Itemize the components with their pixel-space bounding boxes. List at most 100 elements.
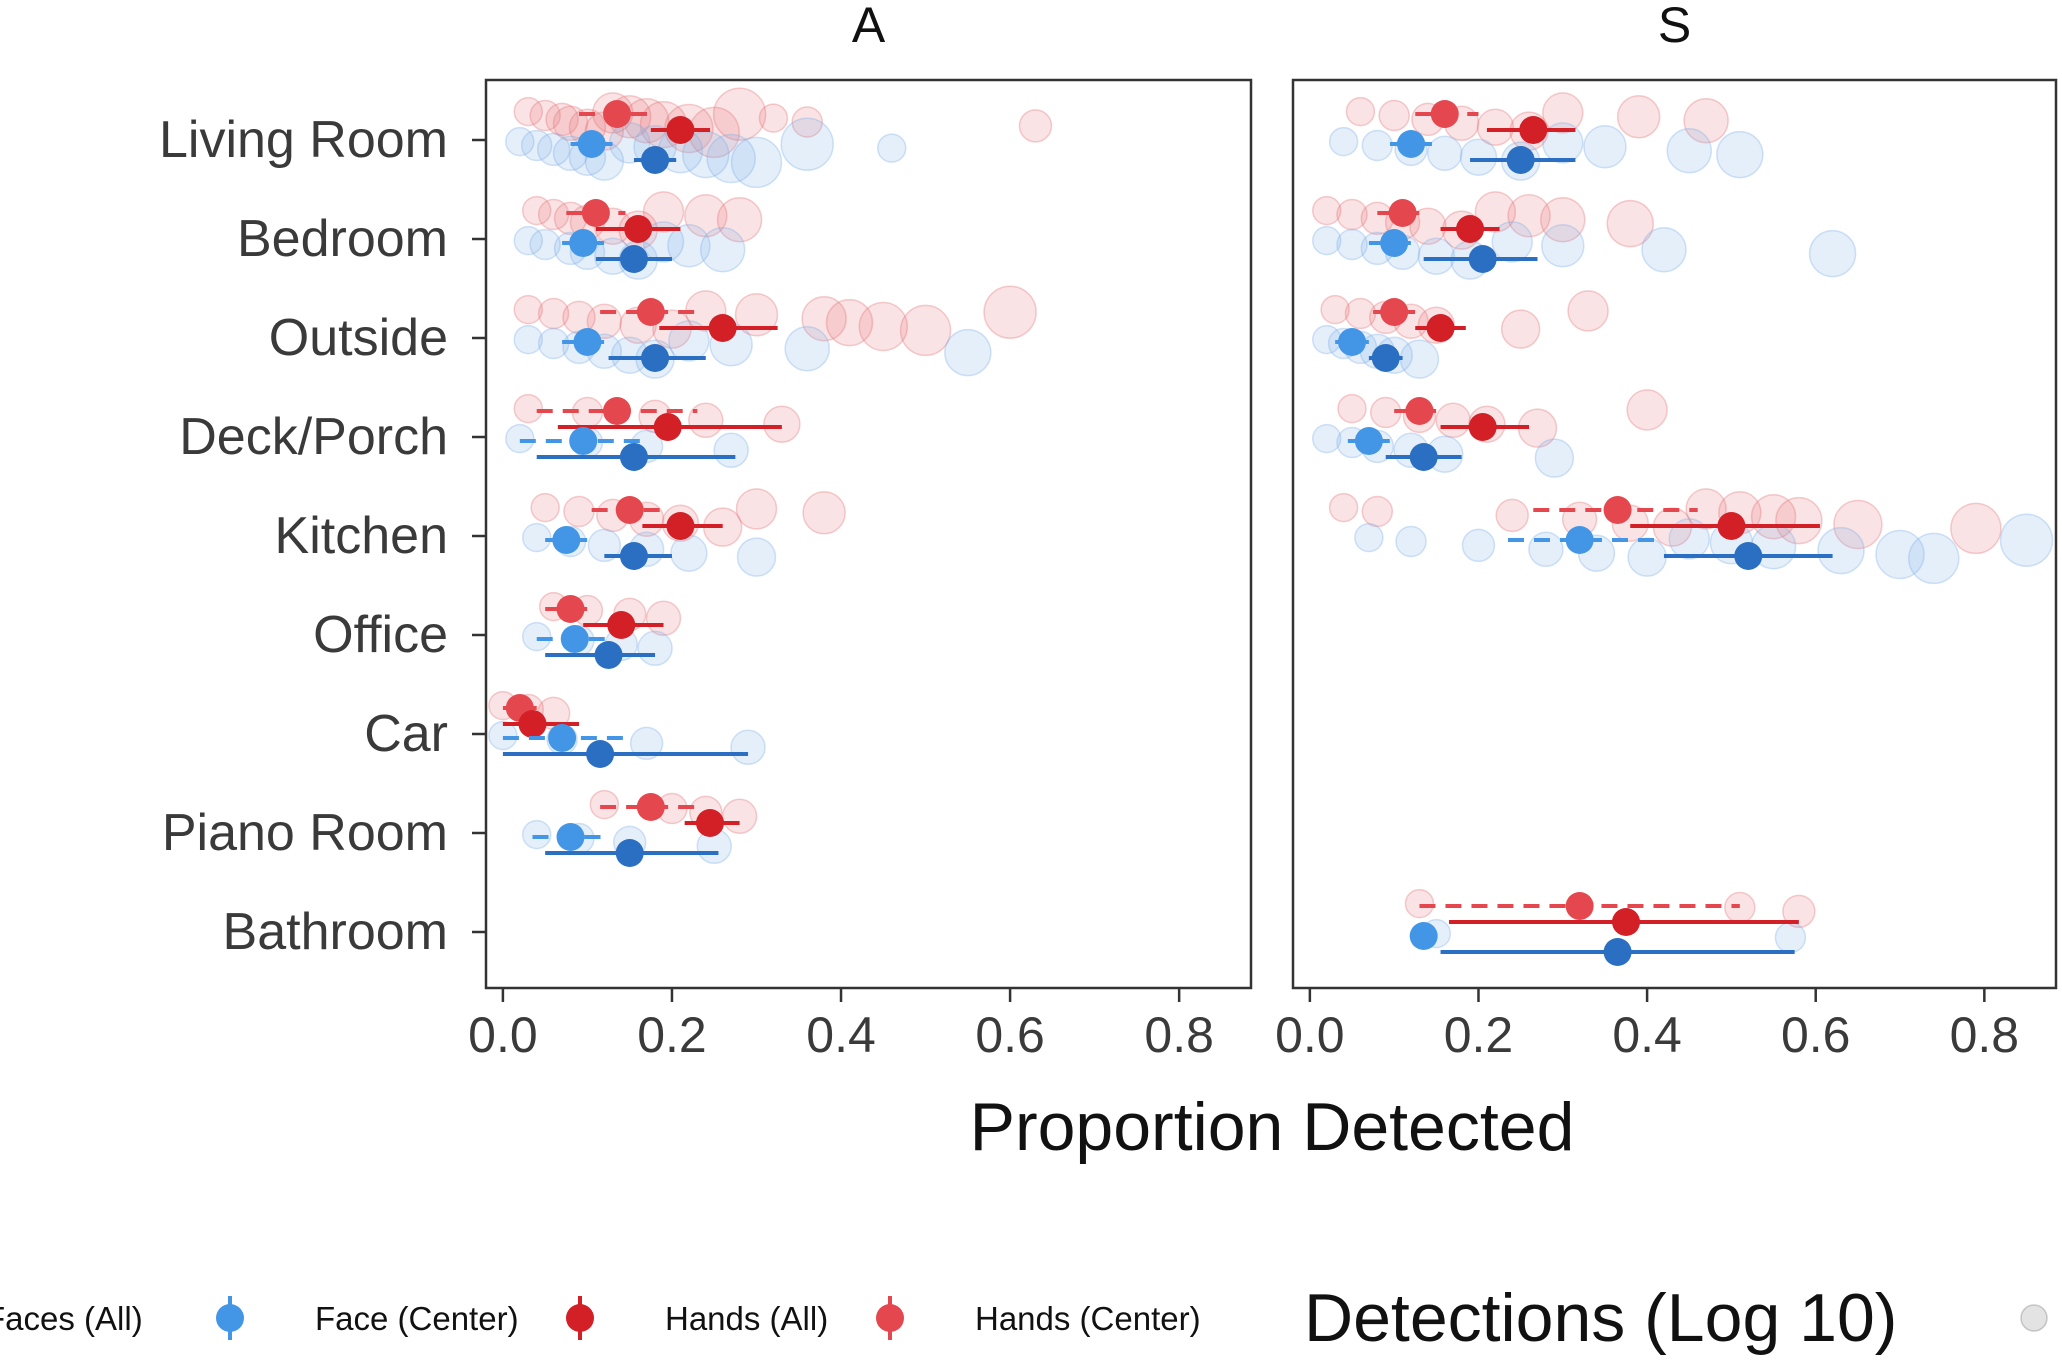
raw-detection-point xyxy=(1683,97,1729,144)
raw-detection-point xyxy=(589,789,620,820)
panel-frame xyxy=(1291,78,2058,990)
raw-detection-point xyxy=(1668,518,1711,560)
raw-detection-point xyxy=(1666,127,1713,174)
raw-detection-point xyxy=(505,126,535,157)
raw-detection-point xyxy=(1495,498,1529,533)
raw-detection-point xyxy=(1507,194,1551,238)
x-tick-label: 0.6 xyxy=(975,1007,1045,1063)
raw-detection-point xyxy=(521,522,552,553)
legend-label: Faces (All) xyxy=(0,1300,143,1337)
panel-frame xyxy=(484,78,1253,990)
mean-point xyxy=(666,116,695,144)
legend-key xyxy=(876,1296,904,1340)
mean-point xyxy=(1354,427,1383,455)
legend-key xyxy=(566,1296,594,1340)
raw-detection-point xyxy=(1500,309,1541,349)
raw-detection-point xyxy=(670,534,708,572)
raw-detection-point xyxy=(1491,221,1533,263)
mean-point xyxy=(708,314,737,342)
raw-detection-point xyxy=(712,87,767,141)
raw-detection-point xyxy=(642,191,685,233)
raw-detection-point xyxy=(1782,894,1816,929)
raw-detection-point xyxy=(721,798,758,835)
raw-detection-point xyxy=(563,495,595,528)
raw-detection-point xyxy=(1409,207,1447,245)
x-tick-label: 0.8 xyxy=(1950,1007,2020,1063)
mean-point xyxy=(666,512,695,540)
mean-point xyxy=(1519,116,1548,144)
raw-detection-point xyxy=(1817,526,1865,575)
raw-detection-point xyxy=(758,103,789,133)
mean-point xyxy=(548,724,577,752)
raw-detection-point xyxy=(1606,199,1654,248)
mean-point xyxy=(569,229,598,257)
raw-detection-point xyxy=(1775,496,1823,545)
raw-detection-point xyxy=(1395,525,1427,558)
raw-detection-point xyxy=(629,726,664,761)
y-tick-label: Piano Room xyxy=(162,804,448,862)
raw-detection-point xyxy=(1361,495,1394,528)
raw-detection-point xyxy=(1354,522,1384,553)
x-tick-label: 0.0 xyxy=(468,1007,538,1063)
legend-key-dot xyxy=(566,1304,594,1332)
raw-detection-point xyxy=(684,194,728,238)
y-tick-label: Bathroom xyxy=(223,903,448,961)
mean-point xyxy=(1338,328,1367,356)
x-axis-label: Proportion Detected xyxy=(970,1089,1575,1165)
mean-point xyxy=(1506,146,1535,174)
mean-point xyxy=(560,625,589,653)
raw-detection-point xyxy=(1311,423,1342,454)
size-legend-title: Detections (Log 10) xyxy=(1304,1280,1897,1356)
mean-point xyxy=(1388,199,1417,227)
raw-detection-point xyxy=(529,228,561,261)
raw-detection-point xyxy=(1774,921,1807,954)
raw-detection-point xyxy=(1808,229,1857,278)
raw-detection-point xyxy=(1435,402,1471,439)
raw-detection-point xyxy=(1685,488,1727,530)
raw-detection-point xyxy=(505,423,535,454)
raw-detection-point xyxy=(699,226,746,273)
raw-detection-point xyxy=(1399,339,1440,379)
legend-label: Face (Center) xyxy=(315,1300,519,1337)
y-tick-label: Bedroom xyxy=(237,210,448,268)
mean-point xyxy=(696,809,725,837)
mean-point xyxy=(1371,344,1400,372)
raw-detection-point xyxy=(1459,138,1498,176)
mean-point xyxy=(1405,397,1434,425)
raw-detection-point xyxy=(716,196,763,243)
raw-detection-point xyxy=(1627,537,1667,577)
raw-detection-point xyxy=(780,117,834,171)
x-tick-label: 0.6 xyxy=(1781,1007,1851,1063)
mean-point xyxy=(615,839,644,867)
raw-detection-point xyxy=(1534,438,1575,478)
legend-label: Hands (Center) xyxy=(975,1300,1201,1337)
mean-point xyxy=(624,215,653,243)
x-tick-label: 0.4 xyxy=(1612,1007,1682,1063)
mean-point xyxy=(641,146,670,174)
y-tick-label: Deck/Porch xyxy=(179,408,448,466)
raw-detection-point xyxy=(1833,499,1883,550)
raw-detection-point xyxy=(1641,226,1687,273)
x-tick-label: 0.2 xyxy=(1444,1007,1514,1063)
raw-detection-point xyxy=(1716,130,1764,179)
raw-detection-point xyxy=(1540,196,1586,243)
legend-key xyxy=(216,1296,244,1340)
y-tick-label: Outside xyxy=(269,309,448,367)
raw-detection-point xyxy=(1908,532,1960,585)
raw-detection-point xyxy=(1999,513,2054,567)
raw-detection-point xyxy=(784,325,830,372)
raw-detection-point xyxy=(521,621,552,652)
raw-detection-point xyxy=(1311,195,1342,226)
raw-detection-point xyxy=(529,99,561,132)
mean-point xyxy=(1717,512,1746,540)
legend-label: Hands (All) xyxy=(665,1300,828,1337)
mean-point xyxy=(619,443,648,471)
raw-detection-point xyxy=(1583,125,1627,169)
mean-point xyxy=(1565,526,1594,554)
mean-point xyxy=(586,740,615,768)
raw-detection-point xyxy=(1474,191,1517,233)
mean-point xyxy=(1409,443,1438,471)
mean-point xyxy=(556,823,585,851)
raw-detection-point xyxy=(488,720,518,751)
